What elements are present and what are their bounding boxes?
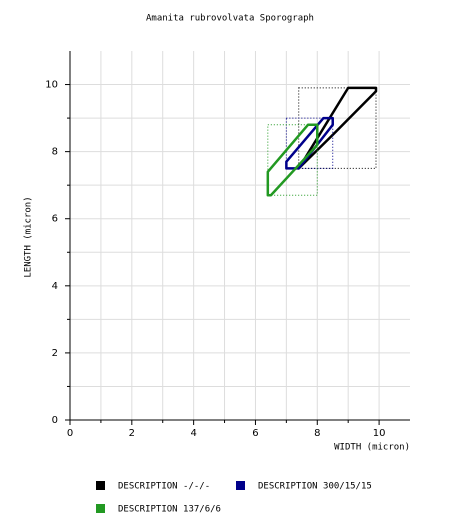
- legend-swatch: [236, 481, 245, 490]
- y-tick-label: 2: [52, 348, 58, 359]
- y-tick-label: 4: [52, 281, 58, 292]
- y-axis-label: LENGTH (micron): [24, 196, 34, 277]
- y-tick-label: 10: [45, 80, 58, 91]
- y-tick-label: 8: [52, 147, 58, 158]
- legend-label: DESCRIPTION 300/15/15: [258, 482, 372, 492]
- x-tick-label: 0: [67, 428, 73, 439]
- x-tick-label: 8: [314, 428, 320, 439]
- x-tick-label: 2: [129, 428, 135, 439]
- range-box: [267, 124, 318, 196]
- spore-outline: [266, 123, 319, 197]
- spore-outline: [285, 116, 334, 170]
- range-box: [285, 117, 334, 169]
- legend-label: DESCRIPTION 137/6/6: [118, 505, 221, 515]
- legend-swatch: [96, 481, 105, 490]
- x-tick-label: 10: [373, 428, 386, 439]
- legend-label: DESCRIPTION -/-/-: [118, 482, 210, 492]
- chart-title: Amanita rubrovolvata Sporograph: [146, 14, 314, 24]
- x-tick-label: 6: [252, 428, 258, 439]
- legend-swatch: [96, 504, 105, 513]
- range-box: [298, 87, 377, 169]
- x-tick-label: 4: [190, 428, 196, 439]
- spore-outline: [297, 86, 378, 170]
- y-tick-label: 6: [52, 214, 58, 225]
- y-tick-label: 0: [52, 415, 58, 426]
- x-axis-label: WIDTH (micron): [334, 443, 410, 453]
